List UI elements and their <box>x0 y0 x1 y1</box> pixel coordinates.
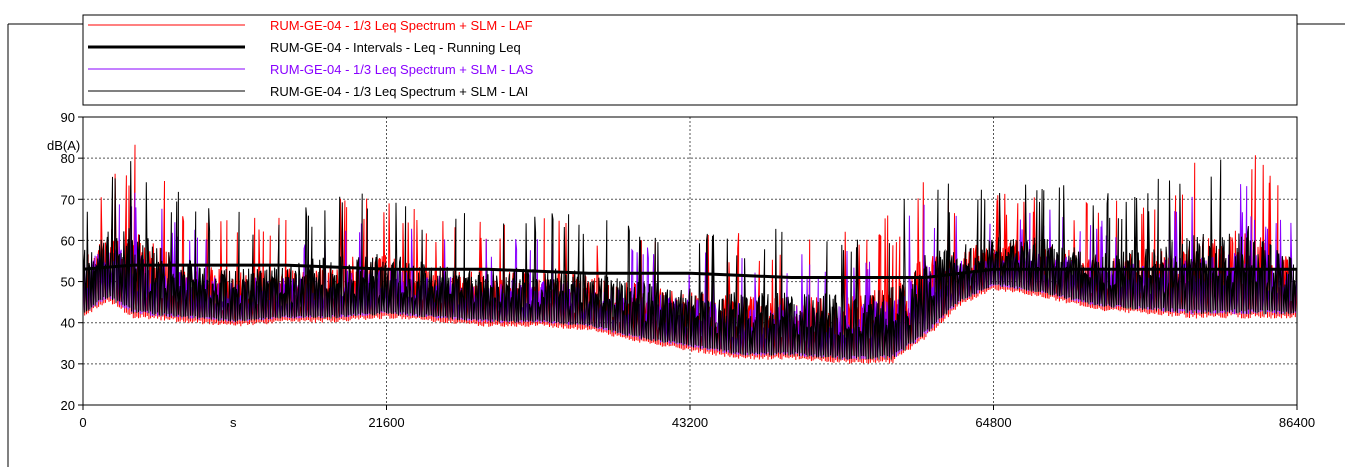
plot-area: 20 30 40 50 60 70 80 90 0 21600 43200 64800 86400 d… <box>47 110 1315 430</box>
y-tick-label: 80 <box>61 151 75 166</box>
x-tick-label: 64800 <box>975 415 1011 430</box>
y-tick-label: 20 <box>61 398 75 413</box>
y-tick-label: 70 <box>61 192 75 207</box>
series-4 <box>82 159 1298 360</box>
x-tick-label: 43200 <box>672 415 708 430</box>
y-axis: 20 30 40 50 60 70 80 90 <box>61 110 83 413</box>
y-tick-label: 40 <box>61 316 75 331</box>
legend: RUM-GE-04 - 1/3 Leq Spectrum + SLM - LAF… <box>82 14 1298 106</box>
legend-box <box>82 14 1298 106</box>
running-leq-line <box>82 263 1297 279</box>
series-2 <box>82 263 1297 279</box>
y-axis-label: dB(A) <box>47 138 80 153</box>
y-tick-label: 90 <box>61 110 75 125</box>
x-tick-label: 0 <box>79 415 86 430</box>
legend-label: RUM-GE-04 - 1/3 Leq Spectrum + SLM - LAS <box>270 62 534 77</box>
x-tick-label: 21600 <box>368 415 404 430</box>
legend-label: RUM-GE-04 - 1/3 Leq Spectrum + SLM - LAI <box>270 84 528 99</box>
legend-label: RUM-GE-04 - 1/3 Leq Spectrum + SLM - LAF <box>270 18 533 33</box>
y-tick-label: 30 <box>61 357 75 372</box>
series-trace <box>82 159 1298 360</box>
x-axis: 0 21600 43200 64800 86400 <box>79 405 1315 430</box>
y-tick-label: 60 <box>61 233 75 248</box>
series-layer <box>82 144 1298 364</box>
legend-label: RUM-GE-04 - Intervals - Leq - Running Le… <box>270 40 521 55</box>
y-tick-label: 50 <box>61 275 75 290</box>
x-axis-unit-label: s <box>230 415 237 430</box>
x-tick-label: 86400 <box>1279 415 1315 430</box>
